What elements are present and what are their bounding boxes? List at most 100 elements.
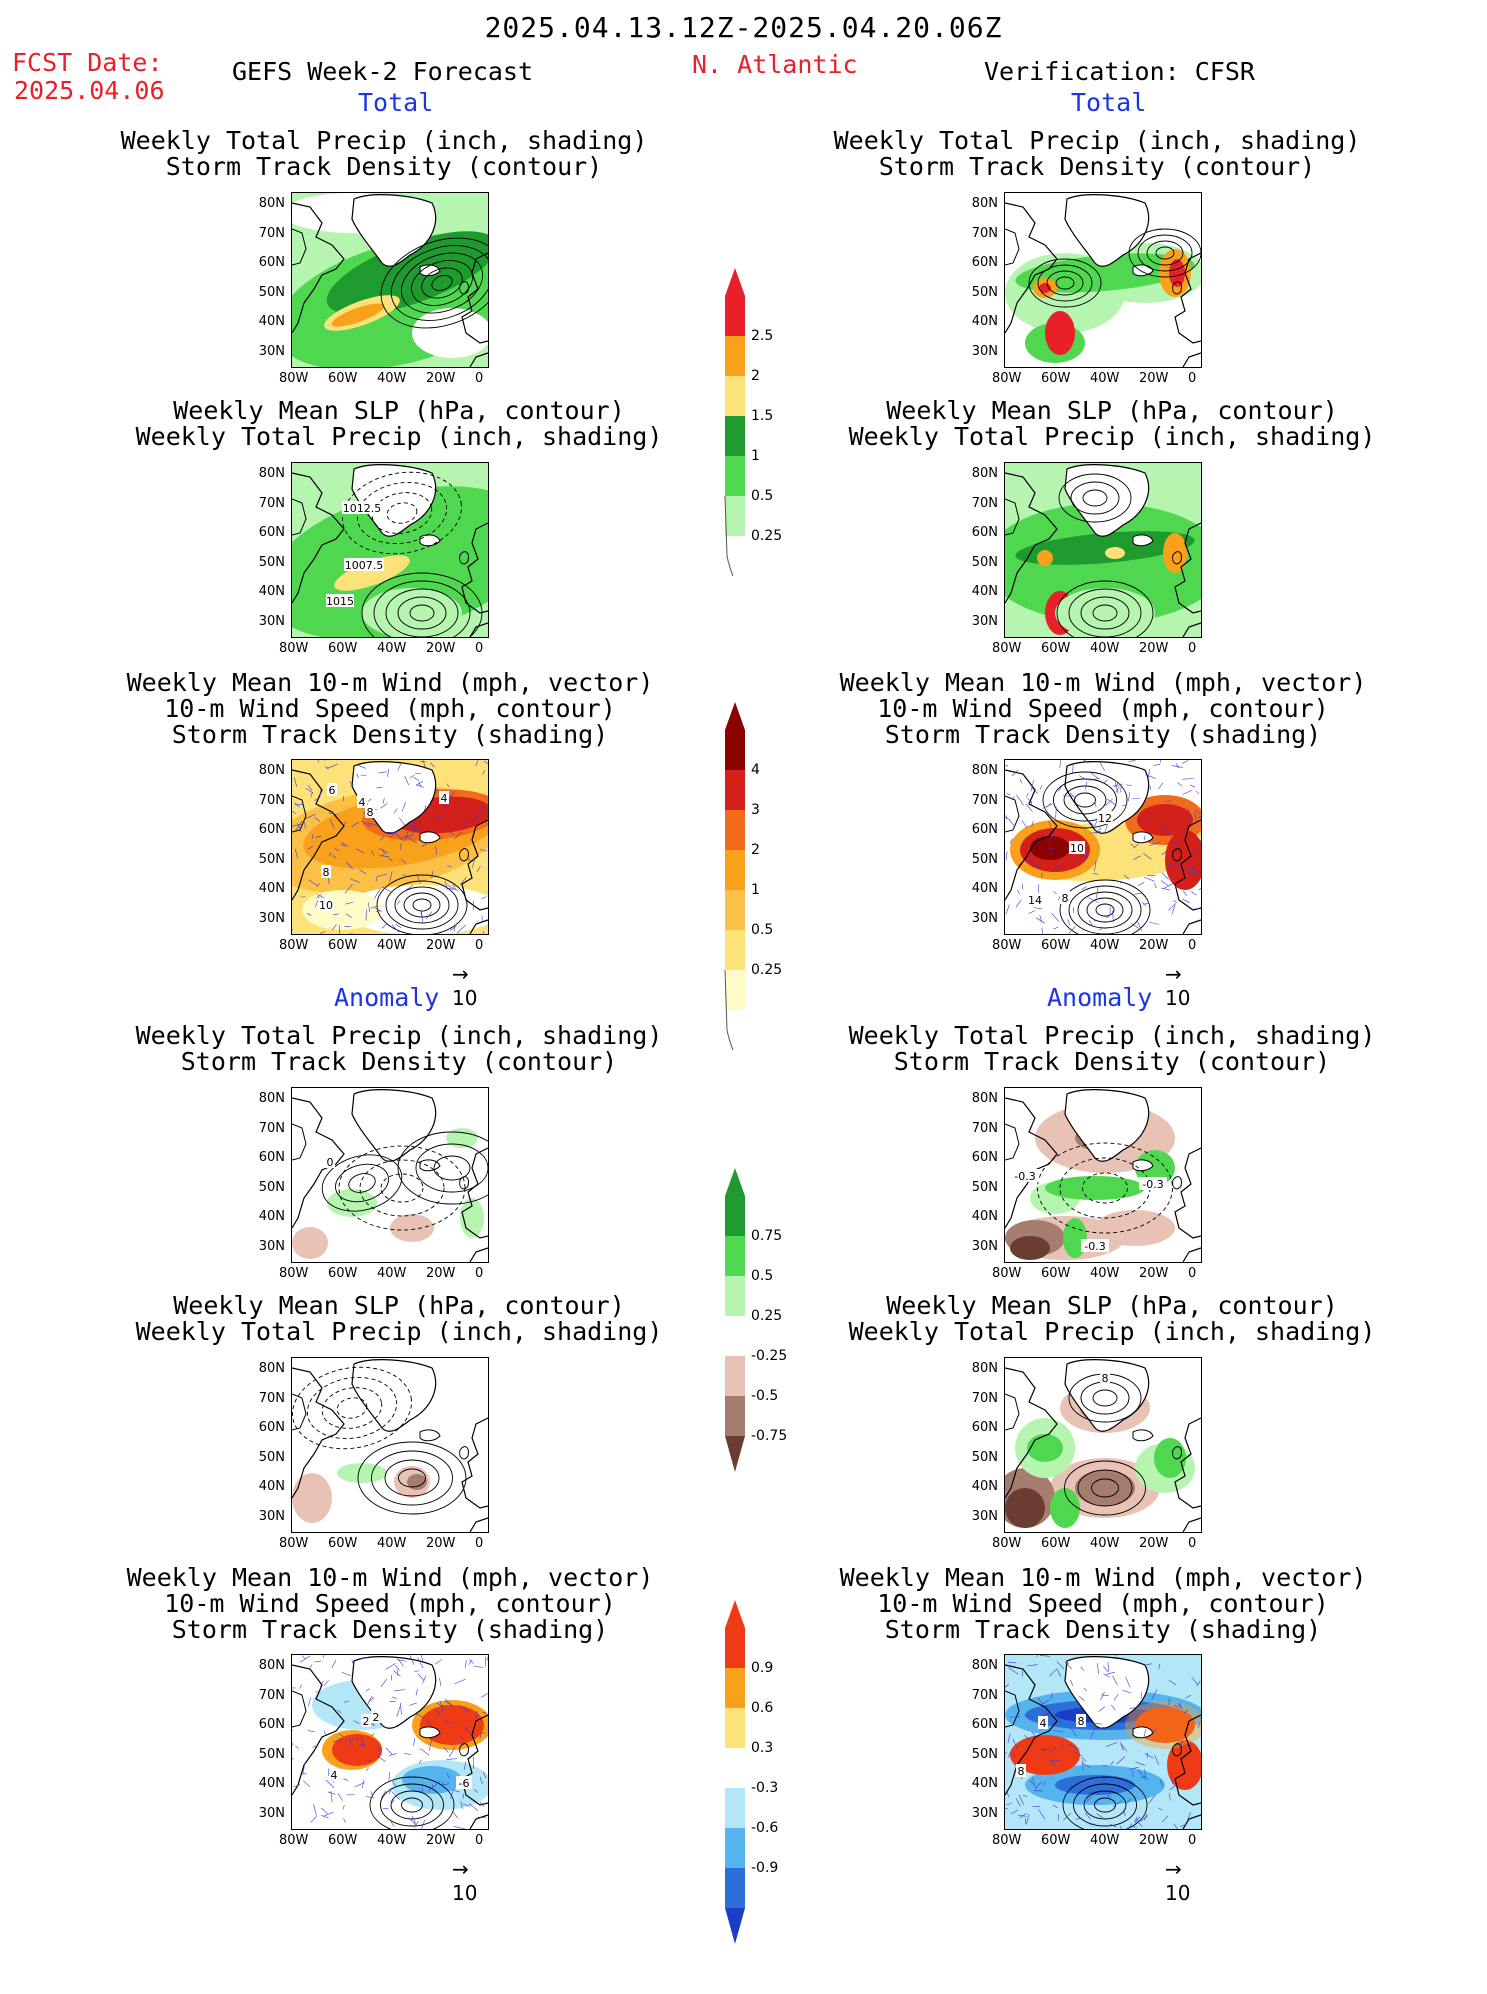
colorbar-tick-label: 0.6 [751, 1700, 773, 1716]
lat-label: 80N [964, 1361, 998, 1376]
title-right-2: Weekly Mean SLP (hPa, contour)Weekly Tot… [802, 398, 1422, 450]
lat-label: 70N [964, 1391, 998, 1406]
map-plot-p5-left [292, 1358, 488, 1532]
svg-text:-0.3: -0.3 [1084, 1240, 1105, 1253]
svg-text:8: 8 [1018, 1765, 1025, 1778]
lon-label: 60W [1041, 1266, 1070, 1281]
lon-label: 40W [1090, 371, 1119, 386]
lat-label: 40N [964, 1776, 998, 1791]
colorbar-track-anom [723, 1600, 747, 1994]
colorbar-precip-total [723, 268, 747, 582]
lon-label: 0 [475, 1833, 483, 1848]
lat-label: 80N [964, 763, 998, 778]
map-plot-p1-left [292, 193, 488, 367]
lat-label: 80N [251, 196, 285, 211]
lat-label: 60N [964, 525, 998, 540]
lat-label: 30N [251, 614, 285, 629]
colorbar-precip-anom [723, 1168, 747, 1522]
svg-text:-0.3: -0.3 [1014, 1170, 1035, 1183]
svg-text:8: 8 [1062, 892, 1069, 905]
lat-label: 80N [964, 1091, 998, 1106]
lon-label: 40W [1090, 1536, 1119, 1551]
colorbar-track-total [723, 702, 747, 1056]
map-panel-p4-right: -0.3-0.3-0.3 [1004, 1087, 1202, 1263]
colorbar-tick-label: -0.6 [751, 1820, 778, 1836]
lon-label: 0 [1188, 371, 1196, 386]
lat-label: 60N [251, 822, 285, 837]
map-panel-p4-left: 0 [291, 1087, 489, 1263]
lat-label: 60N [964, 1717, 998, 1732]
lon-label: 80W [279, 371, 308, 386]
lon-label: 40W [377, 1266, 406, 1281]
lon-label: 40W [1090, 938, 1119, 953]
lon-label: 80W [992, 1536, 1021, 1551]
lon-label: 60W [1041, 1536, 1070, 1551]
lon-label: 40W [377, 371, 406, 386]
lat-label: 60N [251, 1420, 285, 1435]
map-panel-p1-right [1004, 192, 1202, 368]
fcst-date-label: FCST Date: [12, 50, 163, 75]
verification-title: Verification: CFSR [984, 59, 1255, 84]
map-plot-p2-right [1005, 463, 1201, 637]
lon-label: 80W [279, 641, 308, 656]
colorbar-tick-label: 2 [751, 842, 760, 858]
colorbar-tick-label: 2 [751, 368, 760, 384]
title-left-3: Weekly Mean 10-m Wind (mph, vector)10-m … [80, 670, 700, 748]
colorbar-tick-label: 0.25 [751, 962, 782, 978]
colorbar-tick-label: 0.25 [751, 528, 782, 544]
colorbar-tick-label: -0.5 [751, 1388, 778, 1404]
map-plot-p4-right: -0.3-0.3-0.3 [1005, 1088, 1201, 1262]
lat-label: 60N [964, 1150, 998, 1165]
svg-text:1007.5: 1007.5 [345, 559, 384, 572]
lat-label: 50N [251, 1747, 285, 1762]
vector-ref-right-total: →10 [1165, 962, 1190, 1010]
lon-label: 20W [1139, 1266, 1168, 1281]
lon-label: 20W [426, 371, 455, 386]
lon-label: 40W [377, 641, 406, 656]
svg-text:8: 8 [1102, 1372, 1109, 1385]
lon-label: 80W [992, 1266, 1021, 1281]
lat-label: 30N [964, 1509, 998, 1524]
lat-label: 40N [964, 1479, 998, 1494]
colorbar-tick-label: 0.9 [751, 1660, 773, 1676]
lat-label: 60N [964, 822, 998, 837]
lat-label: 30N [964, 344, 998, 359]
svg-text:8: 8 [367, 806, 374, 819]
lon-label: 20W [426, 938, 455, 953]
lat-label: 50N [251, 852, 285, 867]
lon-label: 80W [992, 641, 1021, 656]
title-right-3: Weekly Mean 10-m Wind (mph, vector)10-m … [793, 670, 1413, 748]
lat-label: 40N [964, 1209, 998, 1224]
lon-label: 40W [377, 1833, 406, 1848]
svg-text:4: 4 [441, 792, 448, 805]
lon-label: 20W [1139, 371, 1168, 386]
svg-text:0: 0 [327, 1156, 334, 1169]
title-right-6: Weekly Mean 10-m Wind (mph, vector)10-m … [793, 1565, 1413, 1643]
lat-label: 50N [251, 555, 285, 570]
lon-label: 80W [279, 1266, 308, 1281]
lat-label: 60N [251, 1717, 285, 1732]
svg-text:12: 12 [1098, 812, 1112, 825]
title-right-4: Weekly Total Precip (inch, shading)Storm… [802, 1023, 1422, 1075]
colorbar-tick-label: 3 [751, 802, 760, 818]
lat-label: 70N [251, 226, 285, 241]
lon-label: 60W [1041, 371, 1070, 386]
lon-label: 40W [377, 938, 406, 953]
title-left-4: Weekly Total Precip (inch, shading)Storm… [89, 1023, 709, 1075]
lon-label: 60W [328, 1536, 357, 1551]
lat-label: 60N [251, 255, 285, 270]
date-range-title: 2025.04.13.12Z-2025.04.20.06Z [0, 14, 1487, 42]
lat-label: 70N [964, 1121, 998, 1136]
fcst-date-value: 2025.04.06 [14, 78, 165, 103]
svg-text:10: 10 [319, 899, 333, 912]
lat-label: 70N [964, 793, 998, 808]
lon-label: 40W [1090, 1266, 1119, 1281]
lat-label: 50N [964, 1747, 998, 1762]
colorbar-tick-label: 1 [751, 448, 760, 464]
